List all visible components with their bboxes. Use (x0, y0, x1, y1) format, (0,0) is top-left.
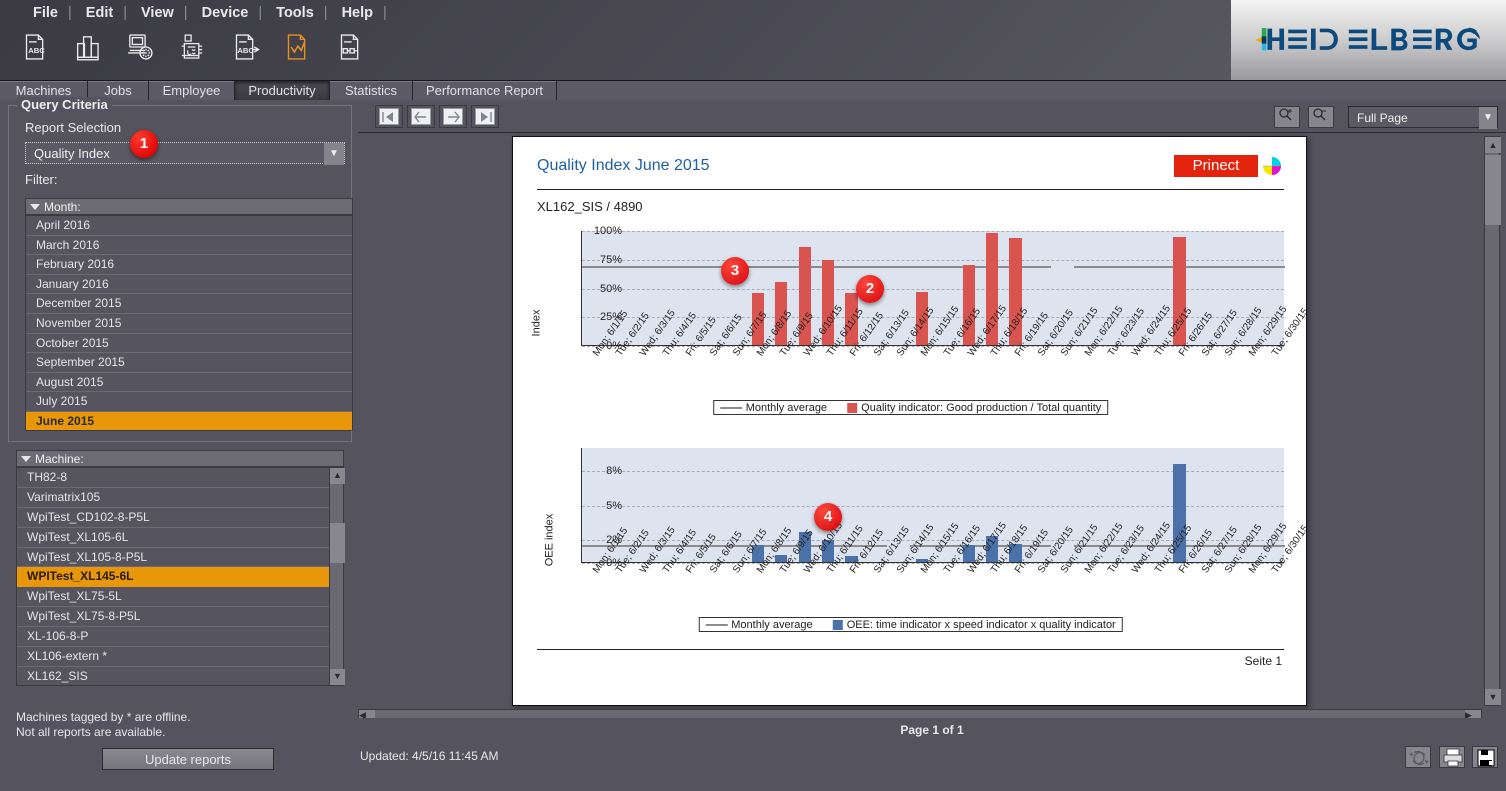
svg-text:ABC: ABC (28, 46, 45, 55)
svg-text:ABC: ABC (237, 46, 254, 55)
